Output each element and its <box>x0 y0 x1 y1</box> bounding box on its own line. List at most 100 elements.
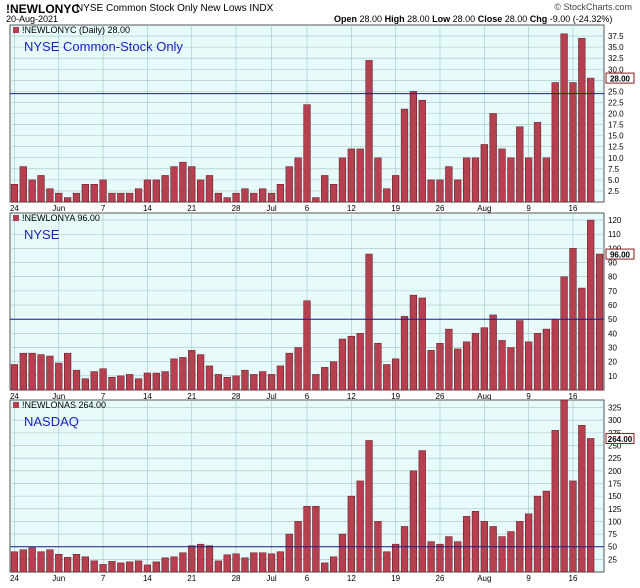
panel-label: !NEWLONAS 264.00 <box>22 400 106 410</box>
bar <box>383 364 391 391</box>
y-tick-label: 300 <box>608 416 622 425</box>
bar <box>560 276 568 391</box>
bar <box>516 320 524 391</box>
bar <box>471 157 480 203</box>
x-tick-label: Jul <box>266 392 276 401</box>
bar <box>471 333 480 391</box>
bar <box>241 188 249 203</box>
bar <box>19 549 27 573</box>
bar <box>99 368 107 391</box>
bar <box>205 545 214 573</box>
bar <box>409 294 418 391</box>
bar <box>329 556 338 573</box>
x-tick-label: 16 <box>569 204 578 213</box>
x-tick-label: 19 <box>391 392 400 401</box>
x-tick-label: 24 <box>10 204 19 213</box>
bar <box>72 369 81 391</box>
bar <box>170 358 178 391</box>
bar <box>480 144 488 203</box>
panel-title: NYSE <box>24 227 60 242</box>
bar <box>533 122 542 203</box>
bar <box>347 148 355 203</box>
bar <box>471 511 480 573</box>
x-tick-label: Jun <box>52 392 65 401</box>
bar <box>285 166 293 203</box>
bar <box>259 188 267 203</box>
bar <box>143 179 152 203</box>
bar <box>117 562 125 573</box>
bar <box>232 192 240 203</box>
bar <box>72 554 81 573</box>
bar <box>587 77 595 203</box>
panel-title: NYSE Common-Stock Only <box>24 39 183 54</box>
bar <box>10 364 19 391</box>
bar <box>338 338 347 391</box>
y-tick-label: 40 <box>608 329 617 338</box>
x-tick-label: 12 <box>347 392 356 401</box>
last-value-box <box>605 72 635 84</box>
bar <box>126 374 134 391</box>
y-tick-label: 225 <box>608 454 622 463</box>
bar <box>347 495 355 573</box>
bar <box>400 526 409 573</box>
bar <box>19 166 27 203</box>
bar <box>542 490 550 573</box>
bar <box>90 560 98 573</box>
bar <box>533 333 542 391</box>
y-tick-label: 35.0 <box>608 43 624 52</box>
bar <box>232 375 240 391</box>
panel-legend-swatch <box>13 402 19 408</box>
symbol-title: !NEWLONYC <box>6 2 80 16</box>
bar <box>489 314 497 391</box>
bar <box>418 297 426 391</box>
x-tick-label: 24 <box>10 574 19 583</box>
x-tick-label: 28 <box>232 204 241 213</box>
x-tick-label: 6 <box>305 392 310 401</box>
bar <box>427 350 435 391</box>
bar <box>436 543 444 573</box>
x-tick-label: 9 <box>526 204 531 213</box>
bar <box>126 561 134 573</box>
bar <box>276 551 285 573</box>
x-tick-label: 14 <box>143 574 152 583</box>
bar <box>462 157 471 203</box>
bar <box>374 343 382 391</box>
y-tick-label: 125 <box>608 505 622 514</box>
x-tick-label: 19 <box>391 574 400 583</box>
bar <box>365 440 373 573</box>
bar <box>436 179 444 203</box>
bar <box>161 175 169 203</box>
last-value-box <box>605 432 635 444</box>
x-tick-label: 12 <box>347 574 356 583</box>
bar <box>392 543 400 573</box>
y-tick-label: 15.0 <box>608 132 624 141</box>
bar <box>560 399 568 573</box>
bar <box>374 157 382 203</box>
bar <box>188 545 196 573</box>
bar <box>134 378 143 391</box>
last-value-box <box>605 248 635 260</box>
y-tick-label: 20.0 <box>608 110 624 119</box>
bar <box>356 148 364 203</box>
bar <box>542 328 550 391</box>
y-tick-label: 32.5 <box>608 54 624 63</box>
x-tick-label: 7 <box>101 204 106 213</box>
bar <box>427 179 435 203</box>
bar <box>19 352 27 391</box>
open-value: 28.00 <box>359 14 383 24</box>
bar <box>28 179 36 203</box>
last-value-label: 28.00 <box>610 75 631 84</box>
bar <box>400 108 409 203</box>
bar <box>303 505 311 573</box>
bar <box>267 374 276 391</box>
bar <box>400 316 409 391</box>
y-tick-label: 10.0 <box>608 154 624 163</box>
bar <box>365 60 373 203</box>
x-tick-label: Aug <box>477 392 491 401</box>
bar <box>90 371 98 391</box>
x-tick-label: Jun <box>52 204 65 213</box>
quote-date: 20-Aug-2021 <box>6 14 59 24</box>
bar <box>267 553 276 573</box>
bar <box>595 253 604 391</box>
bar <box>134 188 143 203</box>
